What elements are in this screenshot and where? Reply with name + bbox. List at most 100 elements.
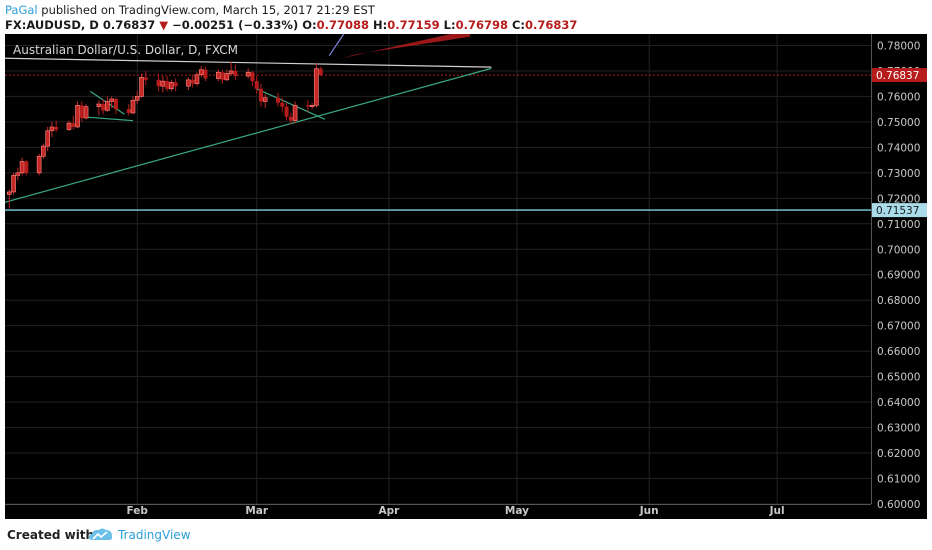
price-tick-label[interactable]: 0.63000 bbox=[877, 423, 920, 435]
candle-body bbox=[250, 72, 255, 82]
tradingview-cloud-icon[interactable] bbox=[88, 527, 114, 543]
candle-body bbox=[318, 68, 323, 76]
candle-body bbox=[262, 97, 268, 102]
flag-lower-1[interactable] bbox=[81, 116, 134, 122]
header-bar: PaGal published on TradingView.com, Marc… bbox=[0, 0, 932, 34]
price-tick-label[interactable]: 0.74000 bbox=[877, 142, 920, 154]
candle-body bbox=[75, 105, 80, 128]
flag-upper-2[interactable] bbox=[256, 88, 326, 120]
candle-body bbox=[41, 145, 46, 157]
price-tick-label[interactable]: 0.67000 bbox=[877, 321, 920, 333]
time-tick-label[interactable]: May bbox=[505, 505, 529, 517]
price-tick-label[interactable]: 0.62000 bbox=[877, 448, 920, 460]
candle-body bbox=[276, 97, 281, 103]
projection-arrow[interactable] bbox=[342, 34, 470, 59]
price-tick-label[interactable]: 0.72000 bbox=[877, 193, 920, 205]
candle-body bbox=[173, 82, 178, 87]
candle-body bbox=[203, 69, 208, 79]
high-label: H: bbox=[373, 18, 388, 32]
price-tick-label[interactable]: 0.76000 bbox=[877, 91, 920, 103]
price-tick-label[interactable]: 0.69000 bbox=[877, 270, 920, 282]
footer-bar: Created with TradingView bbox=[0, 519, 932, 550]
candles bbox=[6, 62, 323, 209]
candle-body bbox=[49, 126, 55, 132]
low-value: 0.76798 bbox=[455, 18, 508, 32]
candle-body bbox=[190, 79, 195, 84]
candle-body bbox=[169, 82, 174, 90]
candle-body bbox=[71, 123, 76, 127]
flag-pole-line[interactable] bbox=[328, 34, 346, 56]
price-tick-label[interactable]: 0.66000 bbox=[877, 346, 920, 358]
candle-body bbox=[198, 69, 204, 76]
time-tick-label[interactable]: Apr bbox=[379, 505, 401, 517]
candle-body bbox=[309, 105, 315, 107]
candle-body bbox=[109, 98, 114, 102]
candle-body bbox=[220, 72, 225, 80]
candle-body bbox=[280, 102, 285, 107]
down-arrow-icon: ▼ bbox=[159, 18, 169, 32]
price-tick-label[interactable]: 0.71000 bbox=[877, 219, 920, 231]
time-tick-label[interactable]: Mar bbox=[245, 505, 269, 517]
price-tick-label[interactable]: 0.64000 bbox=[877, 397, 920, 409]
last-price-tag-box bbox=[872, 68, 927, 83]
low-label: L: bbox=[443, 18, 456, 32]
tradingview-brand[interactable]: TradingView bbox=[118, 528, 191, 542]
candle-body bbox=[228, 70, 234, 74]
price-axis[interactable]: 0.780000.770000.760000.750000.740000.730… bbox=[877, 40, 920, 511]
uptrend-line[interactable] bbox=[5, 67, 492, 203]
created-with-label: Created with bbox=[7, 528, 95, 542]
chart-title: Australian Dollar/U.S. Dollar, D, FXCM bbox=[13, 43, 238, 57]
candle-body bbox=[79, 105, 84, 119]
price-tick-label[interactable]: 0.61000 bbox=[877, 474, 920, 486]
candle-body bbox=[186, 79, 191, 87]
close-value: 0.76837 bbox=[525, 18, 578, 32]
candle-body bbox=[314, 68, 319, 106]
candle-body bbox=[83, 106, 89, 119]
candle-body bbox=[216, 71, 221, 79]
last-price: 0.76837 bbox=[102, 18, 156, 32]
price-tick-label[interactable]: 0.65000 bbox=[877, 372, 920, 384]
support-level-tag: 0.71537 bbox=[876, 205, 919, 217]
author-link[interactable]: PaGal bbox=[5, 3, 38, 17]
price-tick-label[interactable]: 0.73000 bbox=[877, 168, 920, 180]
candle-body bbox=[45, 130, 50, 147]
price-tick-label[interactable]: 0.60000 bbox=[877, 499, 920, 511]
trend-drawings[interactable] bbox=[5, 34, 871, 211]
close-label: C: bbox=[511, 18, 526, 32]
candlestick-chart[interactable]: 0.780000.770000.760000.750000.740000.730… bbox=[5, 34, 927, 519]
candle-body bbox=[245, 71, 251, 77]
candle-body bbox=[156, 79, 161, 87]
grid bbox=[5, 34, 872, 505]
candle-body bbox=[54, 126, 59, 130]
support-level-tag-box bbox=[872, 203, 927, 218]
price-tick-label[interactable]: 0.70000 bbox=[877, 244, 920, 256]
candle-body bbox=[194, 74, 200, 84]
candle-body bbox=[134, 96, 140, 101]
candle-body bbox=[15, 172, 21, 176]
time-tick-label[interactable]: Jul bbox=[769, 505, 785, 517]
published-text: published on TradingView.com, March 15, … bbox=[41, 3, 375, 17]
time-axis[interactable]: Feb Mar Apr May Jun Jul bbox=[127, 505, 785, 517]
candle-body bbox=[224, 73, 230, 81]
candle-body bbox=[254, 81, 259, 89]
candle-body bbox=[258, 88, 263, 102]
candle-body bbox=[305, 105, 310, 107]
candle-body bbox=[160, 80, 166, 87]
candle-body bbox=[24, 161, 29, 173]
price-tick-label[interactable]: 0.75000 bbox=[877, 117, 920, 129]
candle-body bbox=[19, 161, 25, 174]
quote-line: FX:AUDUSD, D 0.76837 ▼ −0.00251 (−0.33%)… bbox=[5, 18, 577, 32]
time-tick-label[interactable]: Jun bbox=[639, 505, 659, 517]
candle-body bbox=[101, 104, 106, 111]
price-tick-label[interactable]: 0.68000 bbox=[877, 295, 920, 307]
time-tick-label[interactable]: Feb bbox=[127, 505, 149, 517]
price-tags: 0.76837 0.71537 bbox=[872, 68, 927, 218]
candle-body bbox=[143, 77, 148, 80]
resistance-line[interactable] bbox=[5, 57, 492, 68]
price-change: −0.00251 (−0.33%) bbox=[172, 18, 299, 32]
price-tick-label[interactable]: 0.78000 bbox=[877, 40, 920, 52]
candle-body bbox=[139, 77, 144, 97]
candle-body bbox=[165, 81, 170, 89]
candle-body bbox=[11, 175, 16, 193]
candle-body bbox=[6, 191, 12, 195]
